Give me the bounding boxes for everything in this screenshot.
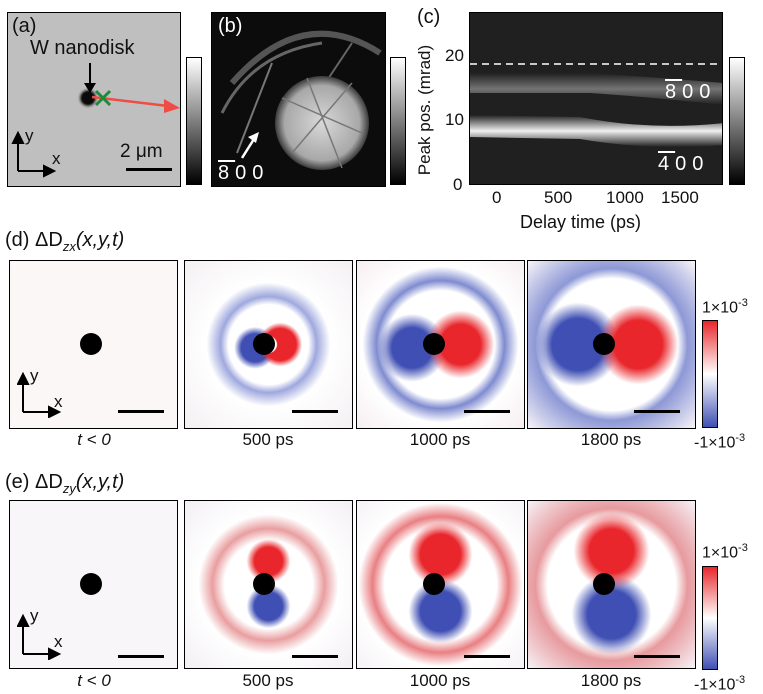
panel-b-colorbar: [390, 57, 406, 185]
band-top-label: 800: [665, 81, 717, 103]
panel-b: (b) 800: [211, 12, 386, 187]
row-e-title: (e) ΔDzy(x,y,t): [5, 471, 125, 496]
panel-a: (a) W nanodisk y x 2 μm: [7, 12, 181, 187]
e-axis-y: y: [30, 606, 39, 625]
panel-a-label: (a): [12, 15, 37, 37]
e-caption-4: 1800 ps: [580, 671, 642, 690]
d-cbar-max: 1×10-3: [702, 297, 748, 317]
d-scale-3: [464, 410, 510, 413]
e-disk-3: [423, 573, 445, 595]
c-xtick-1000: 1000: [606, 188, 644, 207]
scale-bar: [126, 168, 172, 171]
e-disk-4: [593, 573, 615, 595]
band-800: [470, 73, 722, 105]
d-disk-2: [253, 333, 275, 355]
e-scale-4: [634, 655, 680, 658]
d-axes-icon: [17, 371, 62, 418]
panel-c-ylabel: Peak pos. (mrad): [415, 44, 434, 176]
e-scale-1: [118, 655, 164, 658]
e-colorbar: [702, 566, 718, 670]
e-cbar-min: -1×10-3: [694, 674, 746, 694]
e-scale-3: [464, 655, 510, 658]
c-ytick-20: 20: [445, 46, 464, 65]
e-axes-icon: [17, 613, 62, 660]
axis-y-label: y: [25, 126, 34, 145]
central-spot: [275, 76, 369, 170]
d-scale-1: [118, 410, 164, 413]
c-xtick-500: 500: [544, 188, 573, 207]
diffraction-pattern: [220, 30, 382, 170]
d-caption-4: 1800 ps: [580, 430, 642, 449]
panel-c-plot: 800 400: [469, 12, 723, 185]
panel-a-colorbar: [186, 57, 202, 185]
panel-a-image: [11, 63, 180, 178]
e-scale-2: [292, 655, 338, 658]
d-disk-4: [593, 333, 615, 355]
e-axis-x: x: [54, 632, 63, 651]
axis-x-label: x: [52, 149, 61, 168]
e-disk-2: [253, 573, 275, 595]
scale-label: 2 μm: [120, 141, 163, 162]
e-cbar-max: 1×10-3: [702, 542, 748, 562]
panel-c-label: (c): [417, 6, 441, 28]
panel-b-label: (b): [218, 15, 243, 37]
panel-c-xlabel: Delay time (ps): [520, 212, 642, 232]
e-caption-1: t < 0: [77, 671, 111, 690]
c-ytick-10: 10: [445, 110, 464, 129]
d-caption-1: t < 0: [77, 430, 111, 449]
c-xtick-0: 0: [492, 188, 502, 207]
d-caption-2: 500 ps: [242, 430, 294, 449]
band-400: [470, 115, 722, 147]
d-axis-y: y: [30, 366, 39, 385]
d-scale-2: [292, 410, 338, 413]
reflection-label: 800: [218, 162, 270, 184]
e-caption-3: 1000 ps: [409, 671, 471, 690]
c-xtick-1500: 1500: [661, 188, 699, 207]
panel-a-title: W nanodisk: [30, 37, 135, 59]
panel-c-colorbar: [729, 57, 745, 185]
e-caption-2: 500 ps: [242, 671, 294, 690]
e-disk-1: [80, 573, 102, 595]
d-disk-1: [80, 333, 102, 355]
row-d-title: (d) ΔDzx(x,y,t): [5, 229, 125, 254]
peak-position-map: [470, 63, 722, 147]
d-caption-3: 1000 ps: [409, 430, 471, 449]
axes-icon: [11, 130, 57, 178]
cross-marker: [94, 89, 112, 107]
d-axis-x: x: [54, 392, 63, 411]
d-cbar-min: -1×10-3: [694, 432, 746, 452]
d-colorbar: [702, 320, 718, 428]
reflection-arrow: [240, 132, 259, 159]
band-bottom-label: 400: [658, 153, 710, 175]
c-ytick-0: 0: [453, 175, 463, 194]
d-disk-3: [423, 333, 445, 355]
d-scale-4: [634, 410, 680, 413]
